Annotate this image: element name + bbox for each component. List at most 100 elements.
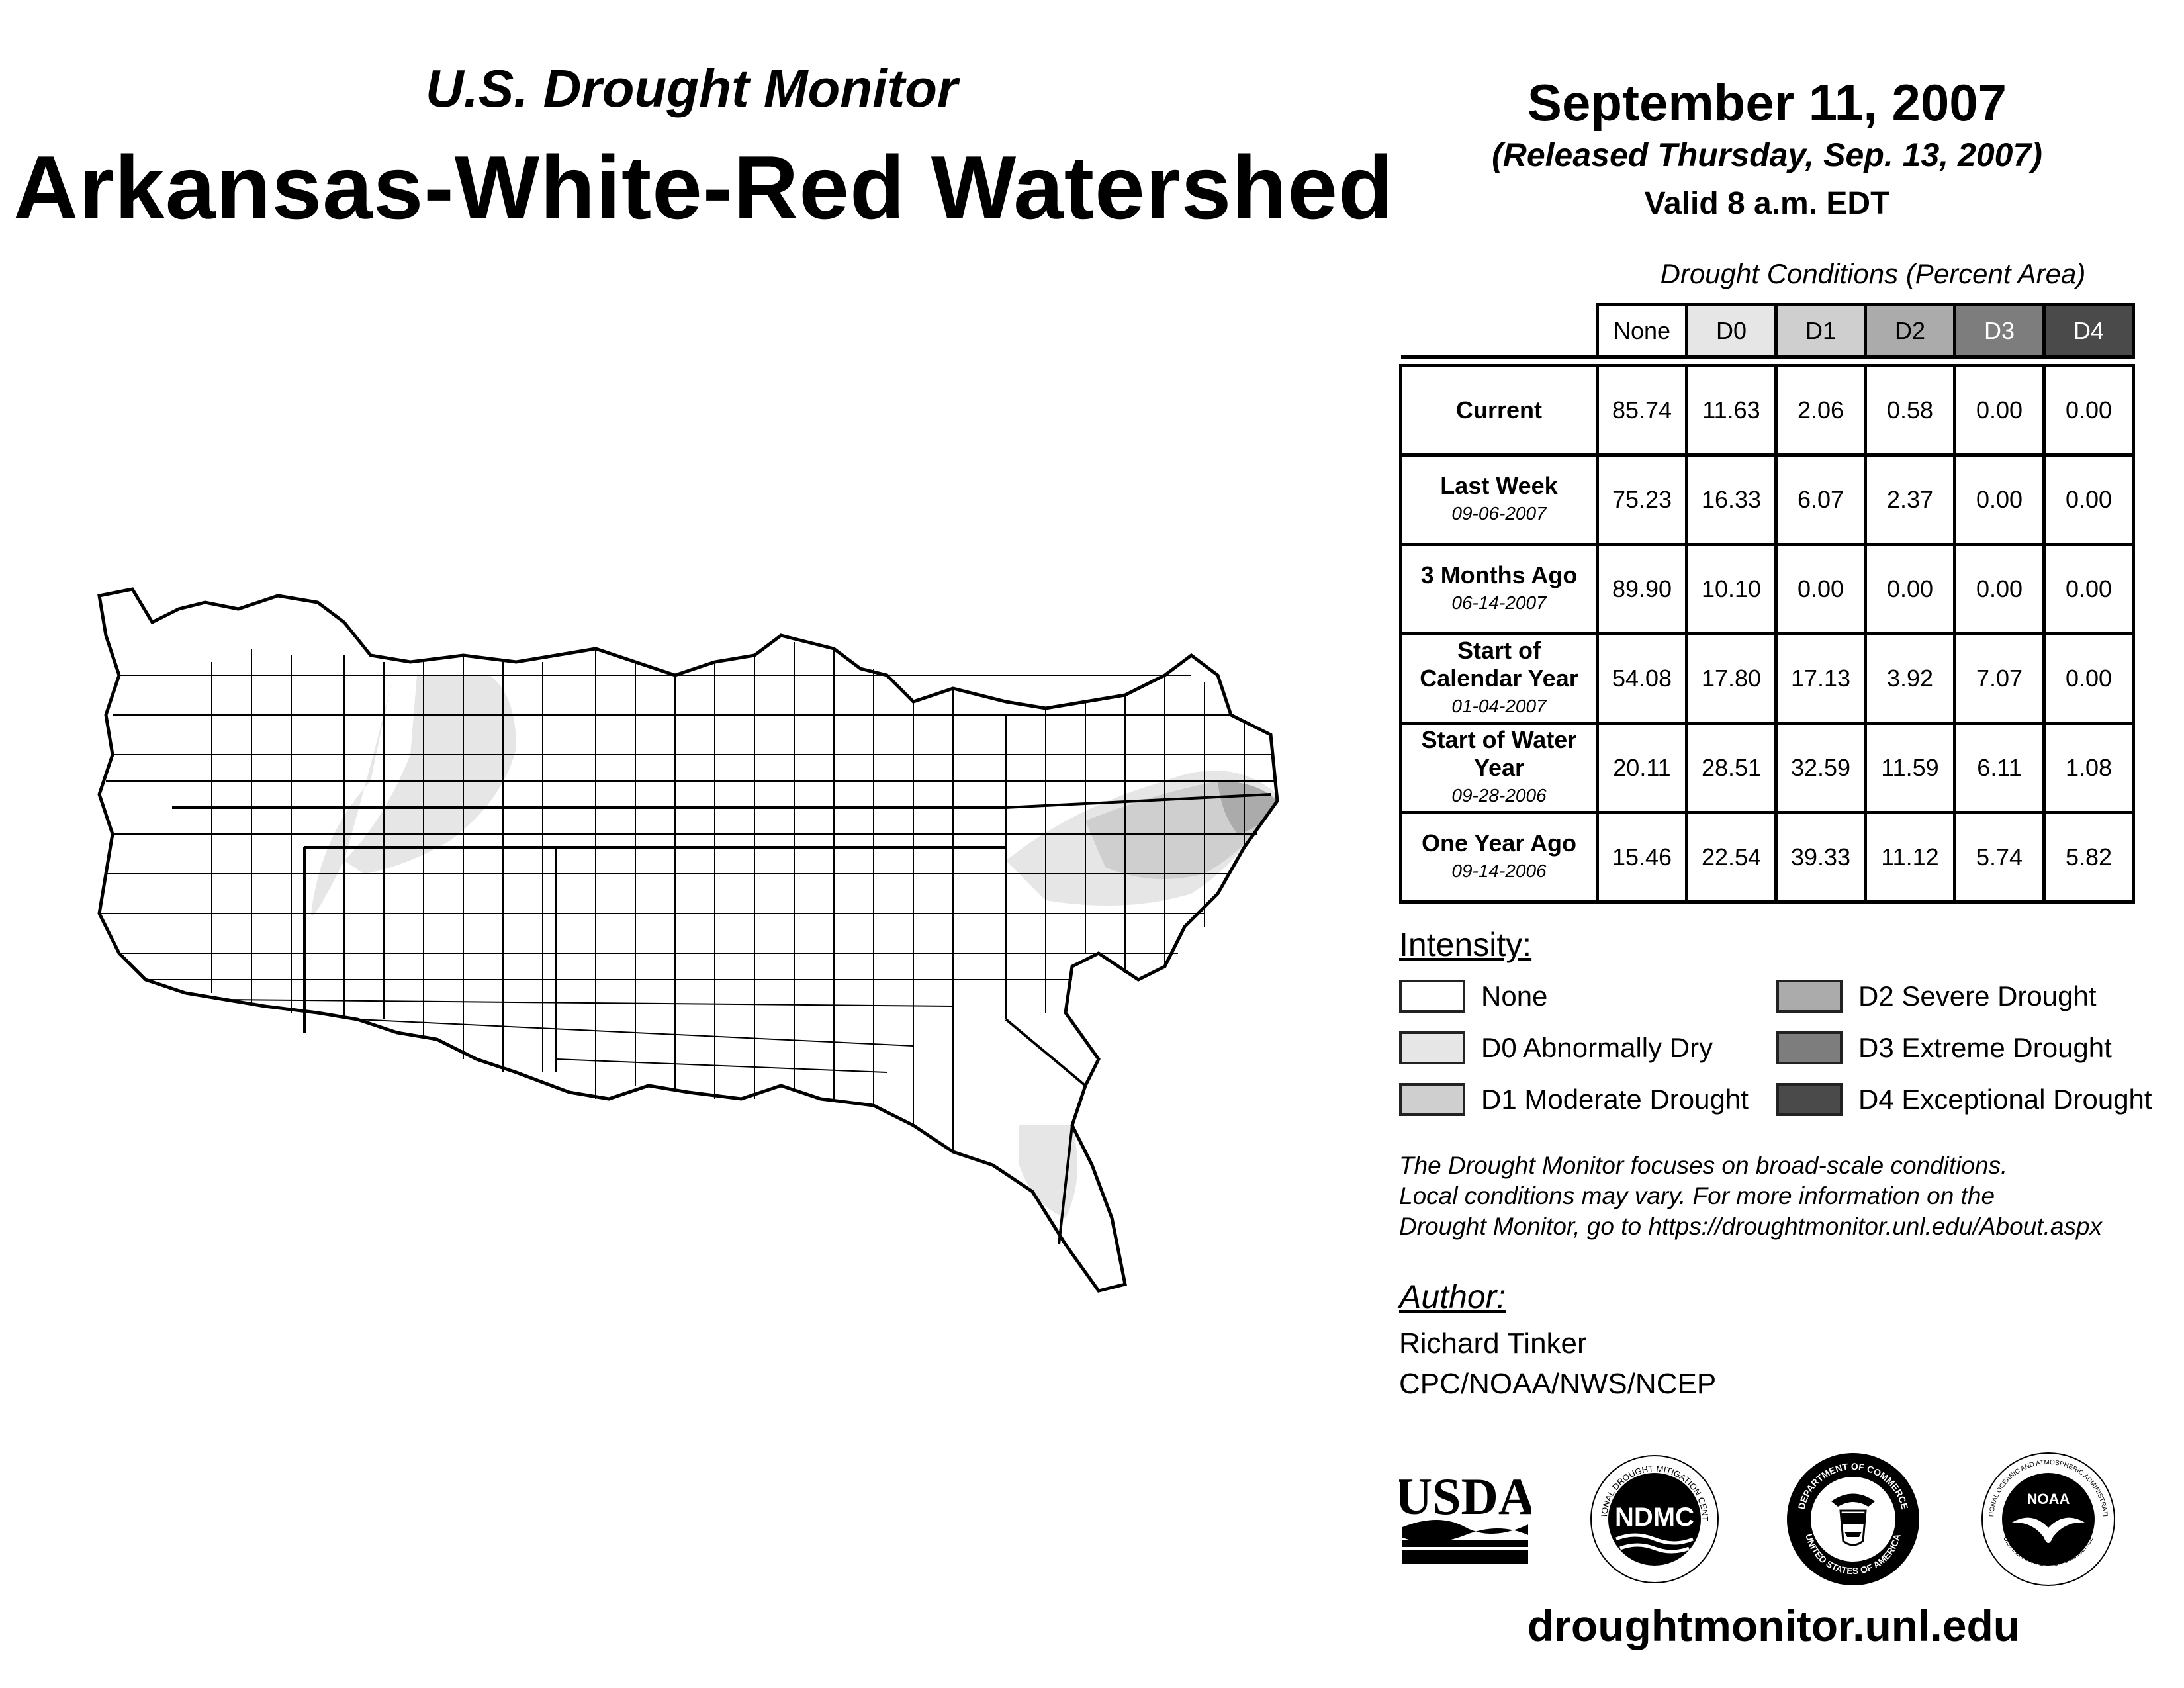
row-date: 09-28-2006 xyxy=(1451,785,1547,806)
legend-label: D2 Severe Drought xyxy=(1858,980,2097,1011)
column-header-d3: D3 xyxy=(1953,303,2046,359)
table-cell: 3.92 xyxy=(1864,632,1956,725)
table-cell: 7.07 xyxy=(1953,632,2046,725)
table-cell: 0.00 xyxy=(2042,543,2135,635)
legend-item-d3: D3 Extreme Drought xyxy=(1776,1031,2112,1064)
ndmc-logo: NATIONAL DROUGHT MITIGATION CENTER UNIVE… xyxy=(1588,1453,1719,1583)
column-header-d0: D0 xyxy=(1685,303,1778,359)
column-header-none: None xyxy=(1596,303,1688,359)
legend-item-none: None xyxy=(1399,980,1547,1013)
table-cell: 16.33 xyxy=(1685,453,1778,546)
row-label-text: Start of Water Year xyxy=(1421,726,1577,781)
table-cell: 0.00 xyxy=(2042,364,2135,457)
watershed-outline xyxy=(97,587,1279,1293)
table-header-row: None D0 D1 D2 D3 D4 xyxy=(1400,303,2135,359)
table-spacer xyxy=(1400,357,2134,367)
note-line: Drought Monitor, go to https://droughtmo… xyxy=(1399,1213,2102,1240)
table-cell: 5.74 xyxy=(1953,811,2046,904)
table-cell: 54.08 xyxy=(1596,632,1688,725)
table-caption: Drought Conditions (Percent Area) xyxy=(1660,258,2086,289)
row-label: Start of Water Year 09-28-2006 xyxy=(1399,722,1599,814)
table-cell: 0.00 xyxy=(1953,364,2046,457)
table-cell: 85.74 xyxy=(1596,364,1688,457)
legend-swatch xyxy=(1776,980,1843,1013)
row-label: One Year Ago 09-14-2006 xyxy=(1399,811,1599,904)
legend-swatch xyxy=(1776,1083,1843,1116)
table-row: Current 85.74 11.63 2.06 0.58 0.00 0.00 xyxy=(1399,364,2135,457)
author-name: Richard Tinker xyxy=(1399,1327,1587,1360)
table-cell: 22.54 xyxy=(1685,811,1778,904)
legend-label: None xyxy=(1481,980,1548,1011)
table-cell: 17.13 xyxy=(1774,632,1867,725)
ndmc-logo-text: NDMC xyxy=(1615,1503,1694,1532)
d0-area-south xyxy=(1019,1125,1077,1218)
legend-label: D1 Moderate Drought xyxy=(1481,1084,1749,1115)
table-cell: 5.82 xyxy=(2042,811,2135,904)
county-lines xyxy=(99,642,1277,1152)
table-cell: 6.07 xyxy=(1774,453,1867,546)
legend-swatch xyxy=(1399,1083,1465,1116)
row-date: 06-14-2007 xyxy=(1451,592,1547,613)
table-cell: 0.58 xyxy=(1864,364,1956,457)
valid-time: Valid 8 a.m. EDT xyxy=(1644,186,1890,221)
state-boundary xyxy=(172,715,1271,1245)
table-row: One Year Ago 09-14-2006 15.46 22.54 39.33… xyxy=(1399,811,2135,904)
table-row: Start of Calendar Year 01-04-2007 54.08 1… xyxy=(1399,632,2135,725)
row-date: 09-14-2006 xyxy=(1451,861,1547,881)
watershed-map xyxy=(97,587,1279,1293)
row-label-text: Last Week xyxy=(1440,472,1558,499)
table-cell: 10.10 xyxy=(1685,543,1778,635)
d0-area-plains xyxy=(344,675,516,874)
noaa-logo: NATIONAL OCEANIC AND ATMOSPHERIC ADMINIS… xyxy=(1979,1450,2115,1586)
table-cell: 39.33 xyxy=(1774,811,1867,904)
table-cell: 0.00 xyxy=(1774,543,1867,635)
table-cell: 15.46 xyxy=(1596,811,1688,904)
table-cell: 20.11 xyxy=(1596,722,1688,814)
legend-item-d2: D2 Severe Drought xyxy=(1776,980,2097,1013)
note-line: Local conditions may vary. For more info… xyxy=(1399,1182,1995,1209)
table-corner xyxy=(1400,305,1598,359)
table-cell: 0.00 xyxy=(1953,543,2046,635)
legend-swatch xyxy=(1399,1031,1465,1064)
commerce-seal: DEPARTMENT OF COMMERCE UNITED STATES OF … xyxy=(1787,1453,1919,1585)
usda-logo: USDA xyxy=(1399,1468,1531,1564)
column-header-d4: D4 xyxy=(2042,303,2135,359)
note-line: The Drought Monitor focuses on broad-sca… xyxy=(1399,1152,2008,1179)
legend-swatch xyxy=(1399,980,1465,1013)
legend-title: Intensity: xyxy=(1399,926,1532,963)
table-cell: 28.51 xyxy=(1685,722,1778,814)
table-row: Last Week 09-06-2007 75.23 16.33 6.07 2.3… xyxy=(1399,453,2135,546)
table-row: 3 Months Ago 06-14-2007 89.90 10.10 0.00 … xyxy=(1399,543,2135,635)
table-cell: 89.90 xyxy=(1596,543,1688,635)
page-title: Arkansas-White-Red Watershed xyxy=(13,137,1394,238)
row-label-text: 3 Months Ago xyxy=(1420,561,1578,588)
author-organization: CPC/NOAA/NWS/NCEP xyxy=(1399,1368,1717,1400)
row-label-text: Current xyxy=(1455,397,1542,424)
table-cell: 6.11 xyxy=(1953,722,2046,814)
row-label: Current xyxy=(1399,364,1599,457)
legend-item-d1: D1 Moderate Drought xyxy=(1399,1083,1749,1116)
author-heading: Author: xyxy=(1399,1278,1506,1315)
table-cell: 75.23 xyxy=(1596,453,1688,546)
row-label: Last Week 09-06-2007 xyxy=(1399,453,1599,546)
disclaimer-note: The Drought Monitor focuses on broad-sca… xyxy=(1399,1150,2167,1242)
legend-label: D3 Extreme Drought xyxy=(1858,1032,2112,1063)
drought-conditions-table: None D0 D1 D2 D3 D4 Current 85.74 11.63 … xyxy=(1399,303,2135,904)
release-date: (Released Thursday, Sep. 13, 2007) xyxy=(1492,136,2042,173)
footer-url: droughtmonitor.unl.edu xyxy=(1527,1601,2021,1650)
table-cell: 0.00 xyxy=(1953,453,2046,546)
table-cell: 2.06 xyxy=(1774,364,1867,457)
map-date: September 11, 2007 xyxy=(1527,73,2007,132)
row-date: 09-06-2007 xyxy=(1451,503,1547,524)
table-cell: 1.08 xyxy=(2042,722,2135,814)
row-label: Start of Calendar Year 01-04-2007 xyxy=(1399,632,1599,725)
legend-swatch xyxy=(1776,1031,1843,1064)
table-cell: 11.59 xyxy=(1864,722,1956,814)
table-row: Start of Water Year 09-28-2006 20.11 28.5… xyxy=(1399,722,2135,814)
row-label: 3 Months Ago 06-14-2007 xyxy=(1399,543,1599,635)
legend-item-d4: D4 Exceptional Drought xyxy=(1776,1083,2152,1116)
column-header-d1: D1 xyxy=(1774,303,1867,359)
column-header-d2: D2 xyxy=(1864,303,1956,359)
usda-logo-text: USDA xyxy=(1399,1468,1531,1525)
table-cell: 32.59 xyxy=(1774,722,1867,814)
